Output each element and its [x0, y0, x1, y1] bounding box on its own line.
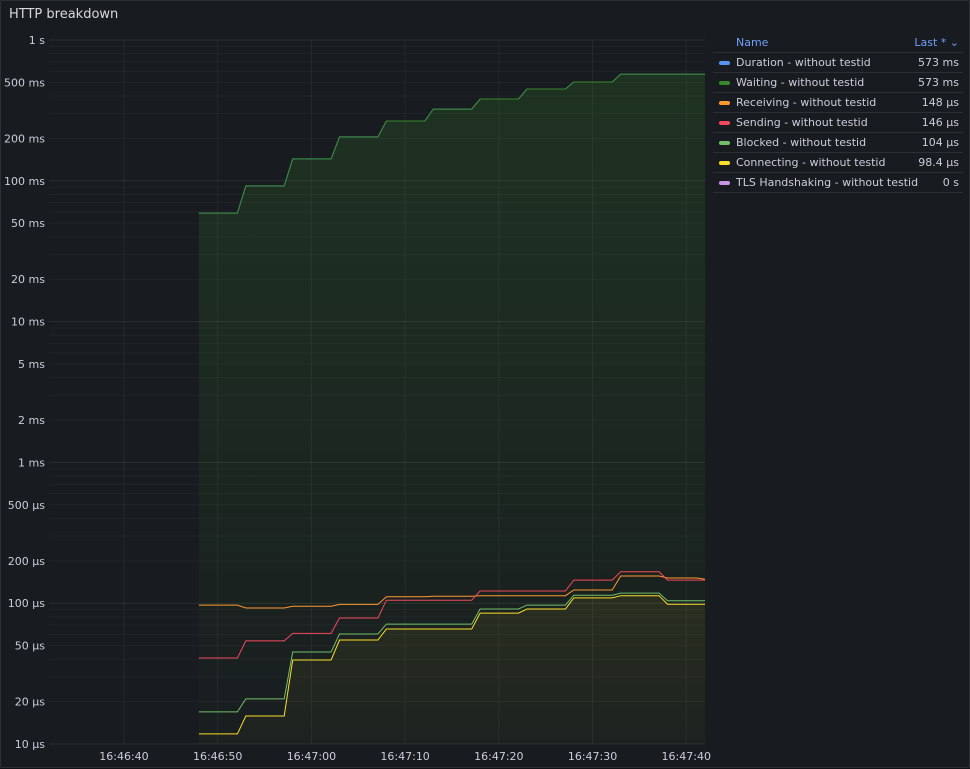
y-tick-label: 200 µs [8, 555, 45, 568]
legend-name-header[interactable]: Name [736, 36, 769, 49]
series-area-fill [198, 74, 705, 745]
panel-title: HTTP breakdown [9, 7, 119, 22]
series-color-swatch [719, 140, 730, 145]
y-tick-label: 100 µs [8, 597, 45, 610]
x-tick-label: 16:47:10 [380, 750, 429, 763]
x-tick-label: 16:47:20 [474, 750, 523, 763]
series-line [198, 592, 705, 713]
y-tick-label: 50 ms [11, 217, 45, 230]
y-tick-label: 20 µs [15, 696, 45, 709]
y-tick-label: 10 ms [11, 316, 45, 329]
legend-item-name: TLS Handshaking - without testid [736, 176, 919, 189]
legend-item-last: 573 ms [918, 76, 959, 89]
legend-item-name: Duration - without testid [736, 56, 871, 69]
x-tick-label: 16:47:40 [662, 750, 711, 763]
legend-item-name: Blocked - without testid [736, 136, 867, 149]
legend-item[interactable]: Connecting - without testid 98.4 µs [713, 153, 963, 173]
y-tick-label: 1 ms [18, 456, 45, 469]
x-tick-label: 16:46:40 [99, 750, 148, 763]
y-tick-label: 100 ms [4, 175, 45, 188]
legend-item[interactable]: Duration - without testid 573 ms [713, 53, 963, 73]
legend: Name Last * ⌄ Duration - without testid 5… [713, 33, 963, 193]
series-color-swatch [719, 120, 730, 125]
series-line [198, 595, 705, 735]
series-line [198, 571, 705, 659]
legend-item-name: Receiving - without testid [736, 96, 877, 109]
legend-item[interactable]: Blocked - without testid 104 µs [713, 133, 963, 153]
y-tick-label: 200 ms [4, 132, 45, 145]
legend-item-name: Waiting - without testid [736, 76, 865, 89]
legend-item[interactable]: Receiving - without testid 148 µs [713, 93, 963, 113]
x-tick-label: 16:47:30 [568, 750, 617, 763]
series-color-swatch [719, 100, 730, 105]
series-color-swatch [719, 80, 730, 85]
y-tick-label: 500 ms [4, 76, 45, 89]
y-tick-label: 1 s [29, 34, 45, 47]
legend-item-name: Sending - without testid [736, 116, 868, 129]
legend-item-last: 104 µs [921, 136, 959, 149]
legend-item[interactable]: TLS Handshaking - without testid 0 s [713, 173, 963, 193]
legend-item[interactable]: Waiting - without testid 573 ms [713, 73, 963, 93]
series-line [198, 73, 705, 214]
legend-header: Name Last * ⌄ [713, 33, 963, 53]
y-tick-label: 10 µs [15, 738, 45, 751]
legend-item-last: 148 µs [921, 96, 959, 109]
legend-item-last: 98.4 µs [918, 156, 959, 169]
legend-item[interactable]: Sending - without testid 146 µs [713, 113, 963, 133]
y-tick-label: 5 ms [18, 358, 45, 371]
legend-item-last: 146 µs [921, 116, 959, 129]
y-tick-label: 2 ms [18, 414, 45, 427]
x-tick-label: 16:46:50 [193, 750, 242, 763]
legend-last-header[interactable]: Last * ⌄ [914, 36, 959, 49]
series-color-swatch [719, 60, 730, 65]
y-tick-label: 20 ms [11, 273, 45, 286]
y-tick-label: 500 µs [8, 499, 45, 512]
series-color-swatch [719, 160, 730, 165]
series-color-swatch [719, 180, 730, 185]
series-area-fill [198, 595, 705, 744]
legend-item-last: 573 ms [918, 56, 959, 69]
legend-item-name: Connecting - without testid [736, 156, 886, 169]
series-line [198, 575, 706, 609]
legend-item-last: 0 s [942, 176, 959, 189]
x-tick-label: 16:47:00 [287, 750, 336, 763]
y-tick-label: 50 µs [15, 640, 45, 653]
